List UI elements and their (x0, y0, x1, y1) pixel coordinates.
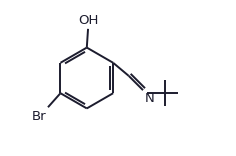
Text: N: N (145, 92, 155, 105)
Text: OH: OH (79, 14, 99, 27)
Text: Br: Br (32, 110, 46, 123)
